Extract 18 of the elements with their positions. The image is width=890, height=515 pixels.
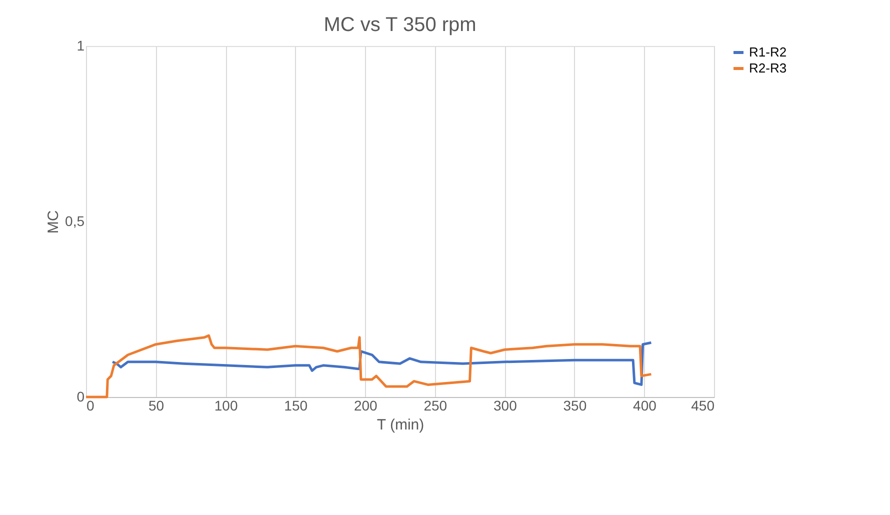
x-tick-label: 100: [214, 398, 238, 414]
chart-title: MC vs T 350 rpm: [324, 14, 476, 36]
x-tick-label: 200: [354, 398, 378, 414]
x-tick-label: 150: [284, 398, 308, 414]
x-tick-label: 400: [633, 398, 657, 414]
y-tick-label: 1: [76, 38, 85, 54]
line-series: [111, 341, 652, 386]
x-tick-label: 350: [563, 398, 587, 414]
x-axis-title: T (min): [376, 416, 424, 434]
y-axis-title: MC: [45, 210, 62, 234]
x-tick-label: 50: [148, 398, 164, 414]
legend-label: R1-R2: [749, 44, 787, 60]
legend-label: R2-R3: [749, 60, 787, 76]
line-series: [84, 334, 652, 398]
x-tick-label: 300: [493, 398, 518, 414]
y-tick-label: 0,5: [65, 213, 85, 229]
x-tick-label: 250: [424, 398, 448, 414]
x-tick-label: 450: [691, 398, 715, 414]
